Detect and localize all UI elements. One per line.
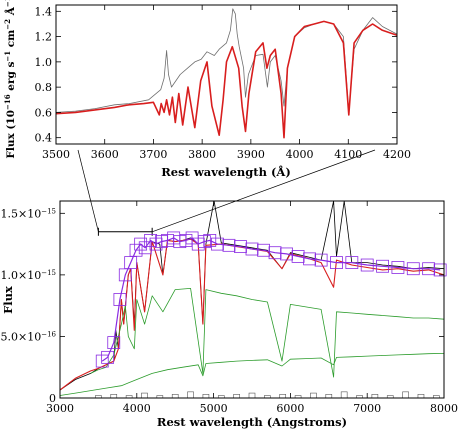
photometry-box <box>211 237 224 251</box>
photometry-line <box>101 237 441 362</box>
inset-plot-frame <box>55 4 398 145</box>
main-series-component-old <box>90 287 445 378</box>
inset-x-tick-label: 3800 <box>188 148 216 161</box>
main-x-tick-label: 4000 <box>123 402 151 415</box>
photometry-box <box>268 246 282 260</box>
main-residual-bar <box>171 394 179 399</box>
photometry-box <box>303 252 317 266</box>
photometry-box <box>222 238 236 252</box>
zoom-connectors <box>77 149 376 236</box>
main-axis-ticks: 3000 4000 5000 6000 7000 8000 0 5.0×10−16 1.0×10… <box>1 201 458 415</box>
main-series-component-young <box>59 353 445 396</box>
main-residual-bar <box>248 392 256 399</box>
photometry-box <box>107 336 121 349</box>
main-residual-bar <box>279 394 287 399</box>
main-series-observed <box>59 200 445 391</box>
inset-x-tick-label: 4200 <box>383 148 411 161</box>
main-x-tick-label: 6000 <box>276 402 304 415</box>
inset-y-title-exp: −2 <box>3 19 12 30</box>
photometry-box <box>314 253 328 267</box>
main-y-tick-label: 0 <box>49 392 56 405</box>
main-residual-bar <box>325 394 333 399</box>
main-y-axis-title: Flux <box>1 286 15 314</box>
photometry-box <box>144 233 158 247</box>
photometry-box <box>203 233 217 247</box>
main-x-tick-label: 5000 <box>200 402 228 415</box>
photometry-box <box>197 235 211 249</box>
zoom-connector-left <box>77 149 99 232</box>
inset-series-model <box>55 20 398 139</box>
main-y-tick-label: 1.5×10−15 <box>1 207 57 220</box>
zoom-connector-right <box>152 149 376 233</box>
inset-x-tick-label: 4100 <box>334 148 362 161</box>
photometry-box <box>101 350 115 364</box>
inset-y-title-exp: −16 <box>3 94 12 110</box>
main-residual-bar <box>187 391 194 399</box>
main-y-tick-mantissa: 0 <box>49 392 56 405</box>
main-chart: 3000 4000 5000 6000 7000 8000 0 5.0×10−16 1.0×10… <box>1 200 458 429</box>
photometry-box <box>138 241 152 255</box>
photometry-box <box>113 293 127 306</box>
main-residual-bar <box>110 394 118 399</box>
main-residual-bar <box>402 391 409 399</box>
inset-y-tick-label: 0.4 <box>35 132 53 145</box>
photometry-box <box>234 240 247 253</box>
main-residual-bar <box>417 394 425 399</box>
inset-y-title-part: Å <box>3 6 17 19</box>
main-x-tick-label: 8000 <box>430 402 458 415</box>
inset-y-axis-title: Flux (10−16 erg s−1 cm−2 Å−1) <box>3 0 17 159</box>
main-y-tick-mantissa: 1.5×10 <box>1 207 42 220</box>
inset-y-title-exp: −1 <box>3 0 12 7</box>
main-residual-bar <box>141 392 148 399</box>
inset-y-tick-label: 0.8 <box>35 81 53 94</box>
photometry-box <box>257 243 270 257</box>
main-residual-bar <box>310 392 317 399</box>
photometry-box <box>149 237 163 251</box>
main-y-tick-mantissa: 1.0×10 <box>1 269 42 282</box>
inset-y-tick-label: 1.2 <box>35 31 53 44</box>
inset-axis-ticks: 3500 3600 3700 3800 3900 4000 4100 4200 0.4 0.6 0.… <box>35 5 411 161</box>
main-residual-bar <box>340 391 348 399</box>
main-residual-bar <box>202 394 210 399</box>
main-plot-frame <box>59 200 445 399</box>
main-y-tick-label: 5.0×10−16 <box>1 330 57 343</box>
photometry-box <box>95 354 109 368</box>
main-x-tick-label: 3000 <box>46 402 74 415</box>
inset-chart: 3500 3600 3700 3800 3900 4000 4100 4200 0.4 0.6 0.… <box>3 0 411 179</box>
inset-y-title-part: cm <box>5 30 17 51</box>
main-y-tick-mantissa: 5.0×10 <box>1 330 42 343</box>
inset-y-tick-label: 0.6 <box>35 106 53 119</box>
main-x-axis-title: Rest wavelength (Angstroms) <box>157 415 347 429</box>
photometry-box <box>245 242 259 256</box>
main-x-tick-label: 7000 <box>353 402 381 415</box>
inset-y-title-part: erg s <box>5 62 17 95</box>
photometry-box <box>291 250 305 263</box>
inset-y-title-exp: −1 <box>3 51 12 62</box>
inset-y-tick-label: 1.4 <box>35 5 53 18</box>
inset-series-layer <box>55 8 398 139</box>
photometry-box <box>280 247 293 261</box>
inset-x-tick-label: 3900 <box>237 148 265 161</box>
main-y-tick-exponent: −15 <box>41 269 56 277</box>
inset-x-tick-label: 3500 <box>42 148 70 161</box>
main-y-tick-label: 1.0×10−15 <box>1 269 57 282</box>
inset-x-axis-title: Rest wavelength (Å) <box>161 165 291 179</box>
main-y-tick-exponent: −15 <box>41 207 56 215</box>
inset-x-tick-label: 3700 <box>139 148 167 161</box>
inset-y-title-part: Flux (10 <box>5 110 17 159</box>
inset-x-tick-label: 3600 <box>91 148 119 161</box>
main-residual-bar <box>371 394 379 399</box>
main-residual-bar <box>233 394 240 399</box>
inset-y-tick-label: 1.0 <box>35 56 53 69</box>
main-series-layer <box>59 200 447 399</box>
photometry-box <box>134 237 148 251</box>
photometry-box <box>433 263 447 277</box>
inset-x-tick-label: 4000 <box>286 148 314 161</box>
main-y-tick-exponent: −16 <box>41 330 56 338</box>
